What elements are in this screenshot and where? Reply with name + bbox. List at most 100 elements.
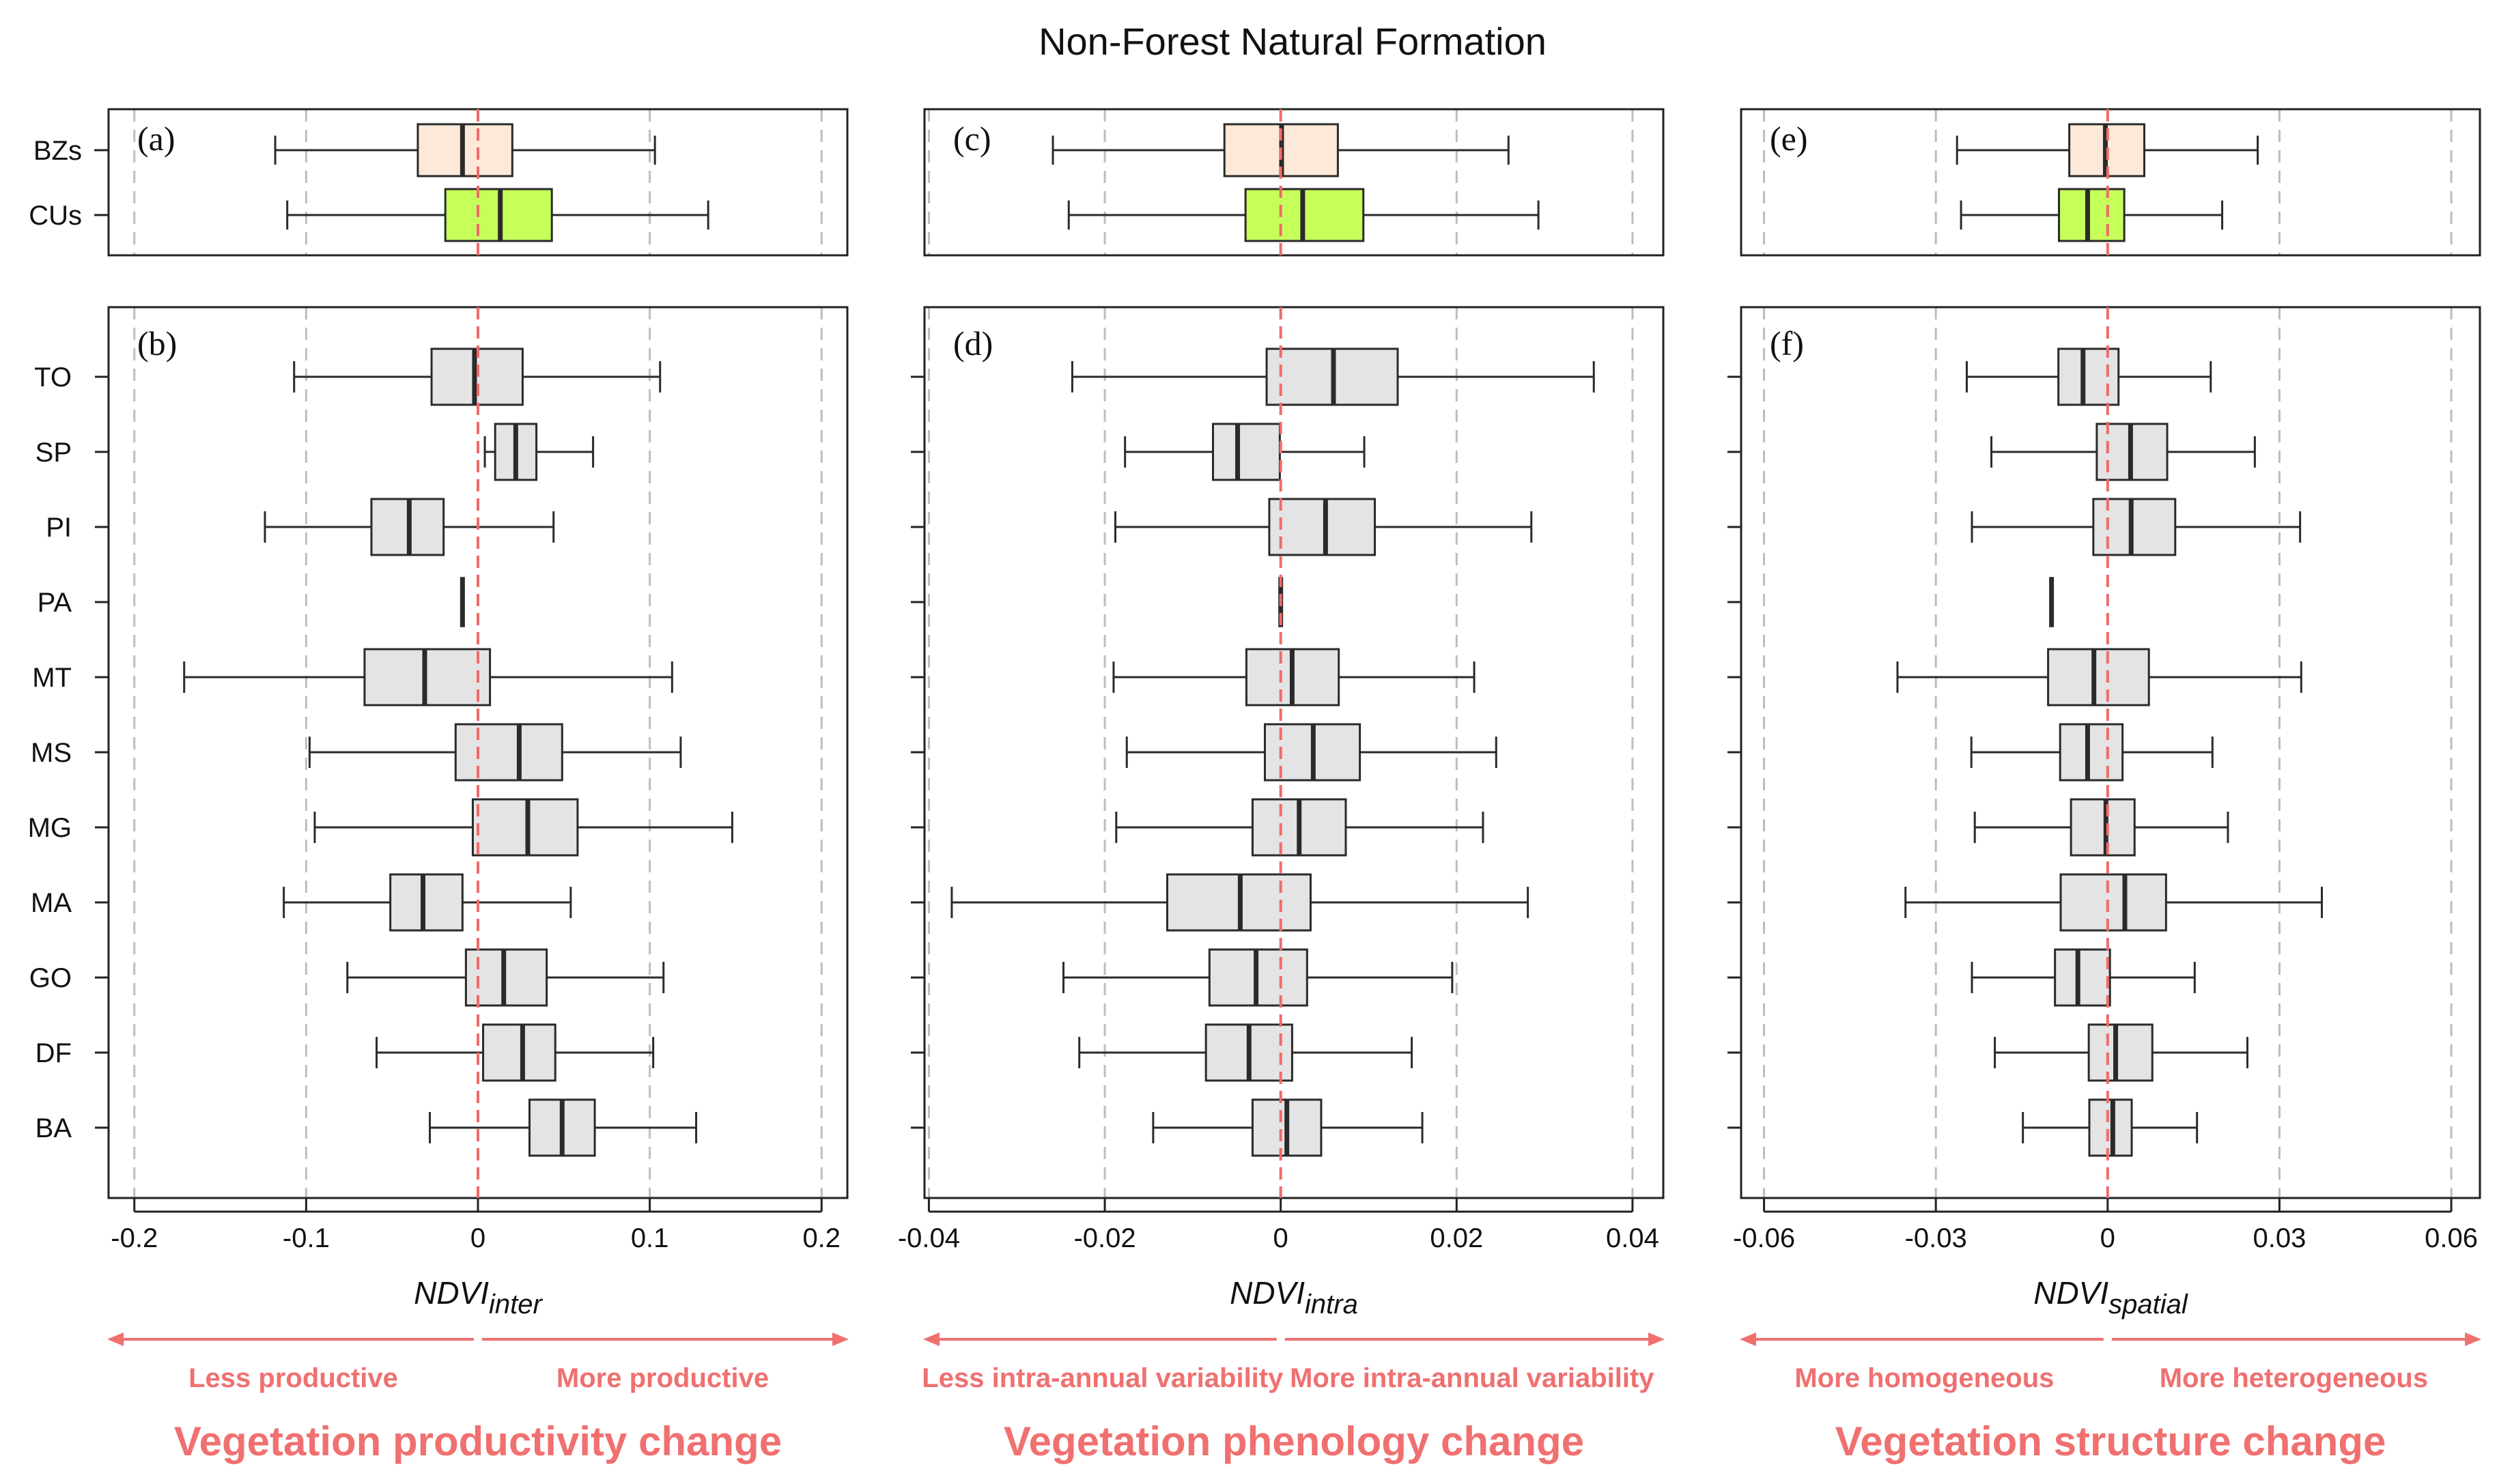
x-axis-label: NDVIinter [414,1275,543,1319]
panel-label-bottom: (b) [137,324,177,362]
iqr-box [2059,873,2167,932]
x-axis-label-main: NDVI [2033,1275,2108,1311]
box-mg [313,798,733,857]
x-axis-label-main: NDVI [414,1275,489,1311]
box-df [1994,1023,2248,1082]
group-label: CUs [29,201,82,231]
iqr-box [2047,648,2150,707]
iqr-box [1268,498,1377,556]
box-to [1071,347,1595,406]
x-tick-label: -0.06 [1733,1223,1795,1253]
group-label: BZs [33,136,82,166]
region-label: MA [31,888,72,918]
box-go [1971,948,2196,1007]
box-cus [1067,188,1540,242]
x-tick-label: 0 [470,1223,485,1253]
region-label: BA [36,1113,72,1143]
region-label: MT [32,663,72,693]
box-ma [1904,873,2324,932]
box-mt [183,648,673,707]
iqr-box [464,948,548,1007]
box-mg [1973,798,2229,857]
panel-label-bottom: (f) [1770,324,1804,362]
iqr-box [2059,723,2124,782]
arrow-right-label: More productive [556,1363,769,1393]
panels: BZs CUs TO SP PI PA MT MS MG MA GO DF BA (a) (b) -0.2 -0… [28,108,2481,1464]
iqr-box [2092,498,2177,556]
arrow-right-label: More intra-annual variability [1290,1363,1654,1393]
box-pi [1114,498,1533,556]
arrow-left-head [923,1332,940,1346]
iqr-box [363,648,492,707]
arrow-left-label: More homogeneous [1794,1363,2054,1393]
arrow-right-head [832,1332,849,1346]
iqr-box [2054,948,2111,1007]
x-tick-label: -0.03 [1905,1223,1967,1253]
x-tick-label: 0 [1273,1223,1288,1253]
x-axis-label-sub: spatial [2108,1289,2188,1319]
box-ba [2022,1098,2199,1157]
arrow-right-head [1648,1332,1665,1346]
region-label: MG [28,813,72,843]
x-tick-label: 0 [2100,1223,2115,1253]
region-label: DF [36,1038,72,1068]
x-tick-label: 0.03 [2253,1223,2306,1253]
arrow-left-label: Less intra-annual variability [922,1363,1284,1393]
box-ms [308,723,682,782]
box-to [1965,347,2212,406]
x-tick-label: 0.06 [2425,1223,2478,1253]
box-pi [264,498,555,556]
figure-title: Non-Forest Natural Formation [1039,20,1547,63]
iqr-box [2058,188,2126,242]
panel-label-bottom: (d) [953,324,993,362]
iqr-box [2057,347,2120,406]
x-axis-label-main: NDVI [1230,1275,1305,1311]
region-label: TO [34,362,72,393]
x-tick-label: -0.2 [111,1223,158,1253]
panel-1: (c) (d) -0.04 -0.02 0 0.02 0.04 NDVIintra Less i… [898,108,1665,1464]
frame-top [923,108,1665,257]
region-label: SP [36,438,72,468]
panel-subtitle: Vegetation productivity change [174,1418,782,1464]
panel-label-top: (c) [953,119,991,158]
iqr-box [389,873,464,932]
arrow-left-label: Less productive [188,1363,398,1393]
iqr-box [482,1023,556,1082]
x-axis-label: NDVIintra [1230,1275,1358,1319]
box-ba [1152,1098,1424,1157]
iqr-box [2087,1023,2154,1082]
x-axis-label-sub: intra [1305,1289,1358,1319]
box-ma [950,873,1529,932]
box-mg [1115,798,1484,857]
box-df [376,1023,655,1082]
region-label: MS [31,738,72,768]
x-axis-label: NDVIspatial [2033,1275,2188,1319]
box-bzs [274,123,656,177]
box-sp [1124,423,1366,481]
x-tick-label: 0.1 [631,1223,669,1253]
box-sp [1990,423,2256,481]
x-tick-label: -0.02 [1073,1223,1135,1253]
iqr-box [417,123,513,177]
x-tick-label: 0.02 [1430,1223,1483,1253]
box-go [1062,948,1454,1007]
arrow-left-head [1740,1332,1756,1346]
iqr-box [454,723,563,782]
box-ms [1125,723,1497,782]
region-label: PA [38,588,72,618]
panel-subtitle: Vegetation structure change [1835,1418,2386,1464]
box-sp [483,423,595,481]
iqr-box [2070,798,2136,857]
panel-label-top: (a) [137,119,175,158]
box-df [1078,1023,1413,1082]
panel-subtitle: Vegetation phenology change [1004,1418,1584,1464]
box-ms [1970,723,2214,782]
box-mt [1896,648,2302,707]
arrow-left-head [107,1332,124,1346]
x-tick-label: -0.04 [898,1223,960,1253]
panel-2: (e) (f) -0.06 -0.03 0 0.03 0.06 NDVIspatial More… [1727,108,2481,1464]
frame-top [1740,108,2481,257]
region-label: GO [29,963,72,993]
x-tick-label: 0.04 [1606,1223,1659,1253]
